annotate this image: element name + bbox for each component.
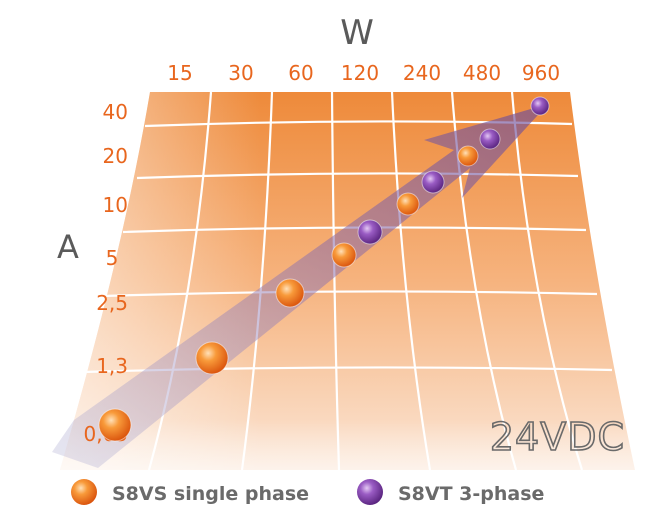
s8vs-data-point [457,145,479,167]
grid-column-line [330,91,341,471]
s8vs-data-point [98,408,132,442]
x-tick-label: 30 [228,61,253,85]
x-axis-title: W [340,13,374,53]
x-tick-label: 480 [463,61,501,85]
y-tick-label: 2,5 [96,291,128,315]
legend-swatch-s8vt [357,479,383,505]
x-tick-labels: 15 30 60 120 240 480 960 [167,61,560,85]
y-tick-label: 20 [103,144,128,168]
s8vt-data-point [421,170,445,194]
s8vs-data-point [331,242,357,268]
grid-column-line [510,91,584,471]
s8vs-data-point [195,341,229,375]
voltage-annotation: 24VDC [490,415,625,459]
x-tick-label: 15 [167,61,192,85]
s8vs-data-point [396,192,420,216]
y-axis-title: A [57,228,79,266]
grid-column-line [390,91,432,471]
s8vs-data-point [275,278,305,308]
s8vt-data-point [530,96,550,116]
y-tick-label: 1,3 [96,354,128,378]
data-points [98,96,550,442]
s8vt-data-point [357,219,383,245]
legend-label-s8vt: S8VT 3-phase [398,483,544,505]
y-tick-label: 40 [103,100,128,124]
y-tick-label: 10 [103,193,128,217]
legend-swatch-s8vs [71,479,97,505]
grid-row-line [136,172,579,180]
x-tick-label: 60 [288,61,313,85]
s8vt-data-point [479,128,501,150]
grid-column-line [147,91,213,471]
grid-row-line [103,290,598,298]
legend: S8VS single phase S8VT 3-phase [71,479,544,505]
x-tick-label: 960 [522,61,560,85]
legend-label-s8vs: S8VS single phase [112,483,309,505]
x-tick-label: 120 [341,61,379,85]
y-tick-label: 5 [106,246,119,270]
x-tick-label: 240 [403,61,441,85]
